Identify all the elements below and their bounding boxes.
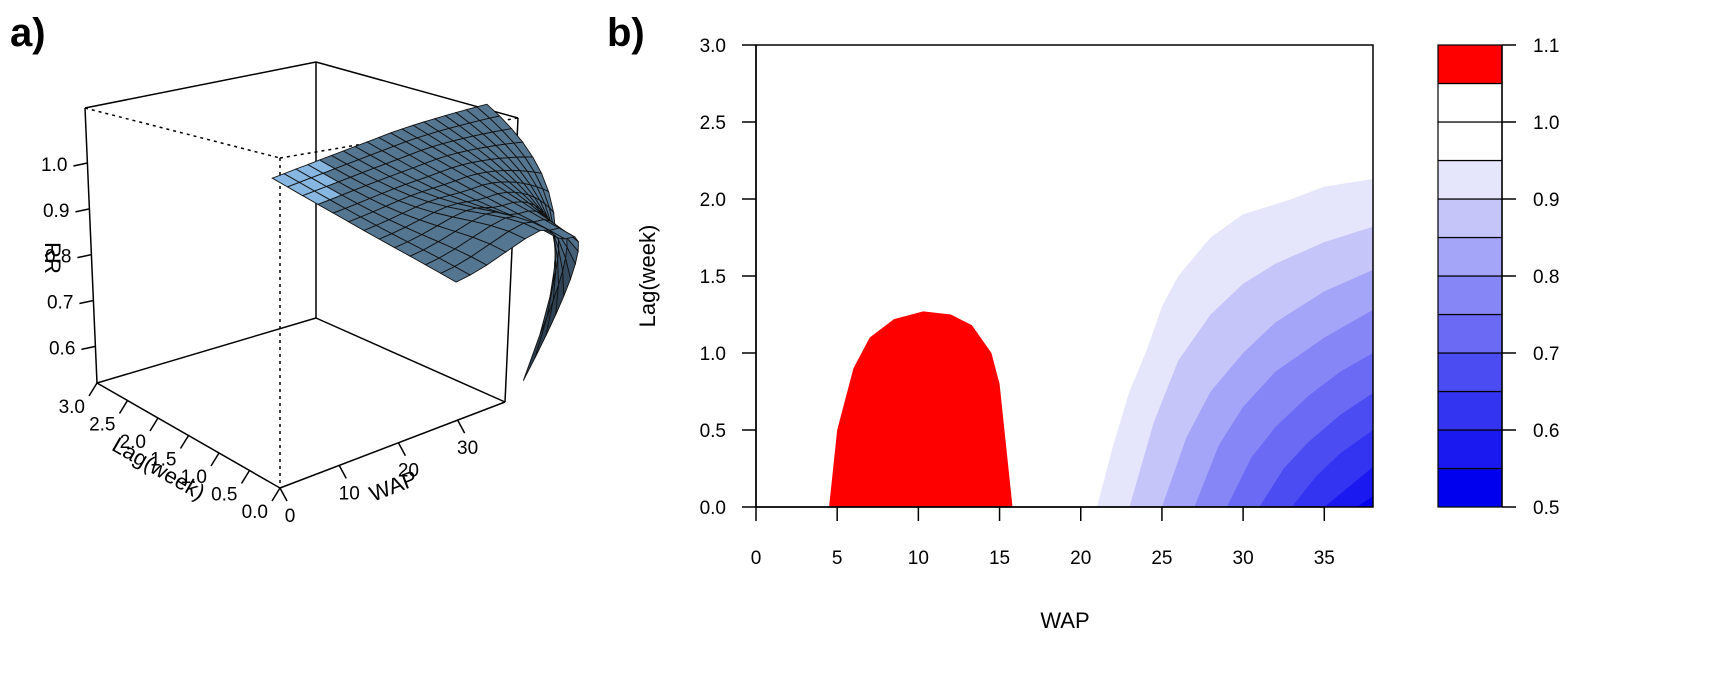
legend-tick-label: 0.5 [1533, 498, 1559, 519]
lag-tick-label: 2.5 [89, 415, 115, 436]
panel-label-a: a) [10, 11, 46, 55]
y-tick-label: 1.0 [700, 344, 726, 365]
wap-tick-label: 30 [457, 438, 478, 459]
rr-tick-label: 0.8 [45, 247, 71, 268]
x-tick-label: 25 [1151, 548, 1172, 569]
rr-tick-mark [73, 162, 88, 167]
x-tick-label: 5 [832, 548, 843, 569]
rr-tick-mark [77, 253, 92, 259]
wap-tick-mark [397, 442, 407, 457]
legend-tick-label: 1.0 [1533, 113, 1559, 134]
y-axis-label: Lag(week) [635, 225, 660, 328]
legend-band-3 [1437, 352, 1503, 393]
legend-tick-label: 1.1 [1533, 36, 1559, 57]
rr-tick-label: 0.6 [49, 338, 75, 359]
panel-label-b: b) [607, 11, 645, 55]
rr-tick-label: 1.0 [41, 155, 67, 176]
lag-tick-label: 0.5 [211, 485, 237, 506]
y-tick-label: 2.0 [700, 190, 726, 211]
lag-tick-mark [210, 452, 220, 467]
legend-band-11 [1437, 44, 1503, 85]
contour-region-0 [829, 311, 1013, 507]
lag-tick-mark [271, 487, 281, 502]
lag-tick-label: 3.0 [59, 397, 85, 418]
y-tick-label: 2.5 [700, 113, 726, 134]
lag-tick-mark [88, 382, 98, 397]
y-tick-label: 3.0 [700, 36, 726, 57]
legend-tick-label: 0.6 [1533, 421, 1559, 442]
rr-surface [271, 103, 579, 381]
contour-region-9 [1356, 496, 1373, 507]
legend-band-2 [1437, 390, 1503, 431]
wap-tick-label: 20 [398, 461, 419, 482]
lag-tick-mark [240, 470, 251, 484]
legend-tick-label: 0.9 [1533, 190, 1559, 211]
x-tick-label: 15 [989, 548, 1010, 569]
contour-regions [829, 178, 1373, 508]
rr-tick-mark [79, 299, 94, 305]
contour-region-8 [1324, 466, 1373, 507]
legend-band-6 [1437, 236, 1503, 277]
wap-tick-mark [456, 419, 466, 434]
lag-tick-mark [179, 435, 190, 449]
x-tick-label: 35 [1314, 548, 1335, 569]
wap-axis-label: WAP [366, 465, 421, 506]
surface-facet [534, 300, 554, 358]
y-tick-label: 0.0 [700, 498, 726, 519]
wap-tick-label: 10 [339, 483, 360, 504]
legend-tick-label: 0.8 [1533, 267, 1559, 288]
x-tick-label: 10 [908, 548, 929, 569]
lag-tick-label: 1.0 [181, 467, 207, 488]
lag-tick-mark [149, 417, 159, 432]
lag-tick-label: 2.0 [120, 432, 146, 453]
wap-tick-label: 0 [285, 506, 296, 527]
y-axis: 0.0 0.5 1.0 1.5 2.0 2.5 3.0 [700, 36, 757, 519]
rr-tick-mark [81, 345, 96, 351]
rr-axis: 0.6 0.7 0.8 0.9 1.0 [41, 155, 96, 359]
y-tick-label: 0.5 [700, 421, 726, 442]
legend-band-1 [1437, 429, 1503, 470]
wap-axis: 0 10 20 30 [279, 419, 478, 527]
surface-facet [522, 316, 548, 381]
x-tick-label: 20 [1070, 548, 1091, 569]
wap-tick-mark [338, 465, 347, 479]
panel-a-surface-plot: a) 0.60.70.80.91.0 RR 0.00.51.01.52.02.5… [10, 11, 579, 527]
x-tick-label: 30 [1233, 548, 1254, 569]
panel-b-contour-plot: b) 0 5 10 15 20 25 30 35 0.00.51.01.52.02.53.0 … [607, 11, 1559, 633]
color-legend: 0.5 0.6 0.7 0.8 0.9 1.0 1.1 [1437, 36, 1559, 519]
legend-band-0 [1437, 467, 1503, 508]
lag-tick-mark [118, 400, 129, 414]
x-tick-label: 0 [751, 548, 762, 569]
surface-facet [439, 265, 472, 283]
legend-band-5 [1437, 275, 1503, 316]
wap-tick-mark [279, 487, 288, 502]
x-axis: 0 5 10 15 20 25 30 35 [751, 506, 1335, 569]
legend-tick-label: 0.7 [1533, 344, 1559, 365]
legend-band-9 [1437, 121, 1503, 162]
x-axis-label: WAP [1040, 608, 1089, 633]
rr-tick-label: 0.7 [47, 293, 73, 314]
legend-band-10 [1437, 82, 1503, 123]
legend-band-7 [1437, 198, 1503, 239]
rr-axis-label: RR [40, 242, 65, 274]
legend-band-4 [1437, 313, 1503, 354]
legend-band-8 [1437, 159, 1503, 200]
rr-tick-label: 0.9 [43, 201, 69, 222]
y-tick-label: 1.5 [700, 267, 726, 288]
lag-tick-label: 0.0 [242, 502, 268, 523]
lag-tick-label: 1.5 [150, 450, 176, 471]
rr-tick-mark [75, 208, 90, 213]
lag-axis: 0.00.51.01.52.02.53.0 [59, 382, 281, 523]
